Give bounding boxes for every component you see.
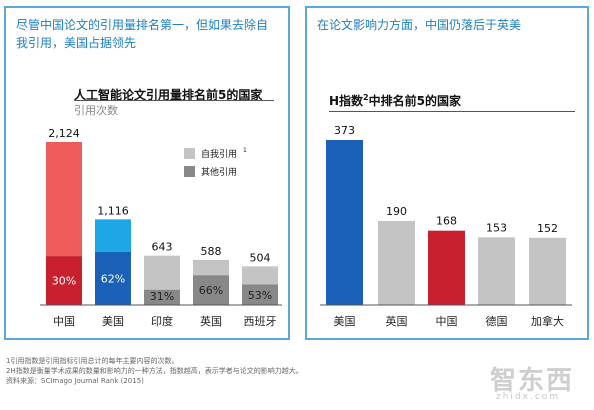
h-index-category-3: 德国 xyxy=(486,314,508,328)
bar-other-2 xyxy=(144,255,180,290)
right-title-rule xyxy=(329,111,575,112)
category-label-1: 美国 xyxy=(102,315,124,328)
footnote-1: 1引用指数是引用指标引用总计的每年主要内容的次数。 xyxy=(6,357,179,365)
total-label-0: 2,124 xyxy=(48,127,80,140)
bar-self-4 xyxy=(242,284,278,305)
h-index-value-4: 152 xyxy=(537,222,558,235)
bar-self-3 xyxy=(193,275,229,305)
self-pct-label-4: 53% xyxy=(248,289,272,302)
right-chart-title-sup: 2 xyxy=(363,93,369,102)
h-index-category-4: 加拿大 xyxy=(531,314,564,328)
total-label-4: 504 xyxy=(250,251,271,264)
h-index-value-0: 373 xyxy=(334,124,355,137)
total-label-3: 588 xyxy=(201,245,222,258)
h-index-bar-2 xyxy=(428,230,465,305)
h-index-category-1: 英国 xyxy=(386,314,408,328)
footnote-2: 2H指数是衡量学术成果的数量和影响力的一种方法，指数越高，表示学者与论文的影响力… xyxy=(6,367,303,375)
left-chart-title: 人工智能论文引用量排名前5的国家 xyxy=(74,88,263,102)
self-pct-label-2: 31% xyxy=(150,290,174,303)
bar-self-1 xyxy=(95,251,131,305)
category-label-0: 中国 xyxy=(53,315,75,328)
right-headline: 在论文影响力方面，中国仍落后于英美 xyxy=(317,18,522,32)
logo-main-text: 智东西 xyxy=(490,366,575,396)
footnote-source: 资料来源：SCImago Journal Rank (2015) xyxy=(6,377,144,385)
h-index-bar-4 xyxy=(529,237,566,305)
total-label-1: 1,116 xyxy=(97,204,129,217)
h-index-category-0: 美国 xyxy=(334,315,356,328)
legend-swatch-self xyxy=(184,148,195,159)
h-index-value-1: 190 xyxy=(386,205,407,218)
bar-self-0 xyxy=(46,256,82,305)
bar-other-3 xyxy=(193,259,229,276)
h-index-bar-3 xyxy=(478,237,515,305)
category-label-4: 西班牙 xyxy=(244,315,277,328)
legend-swatch-other xyxy=(184,166,195,177)
bar-other-4 xyxy=(242,266,278,285)
h-index-value-2: 168 xyxy=(436,215,457,228)
right-chart-title: H指数2中排名前5的国家 xyxy=(329,92,461,109)
h-index-value-3: 153 xyxy=(486,221,507,234)
h-index-bar-1 xyxy=(378,220,415,305)
total-label-2: 643 xyxy=(152,241,173,254)
left-chart-subtitle: 引用次数 xyxy=(74,104,118,117)
left-title-rule xyxy=(74,100,274,101)
right-chart-title-main: H指数 xyxy=(329,94,364,108)
category-label-2: 印度 xyxy=(151,314,173,328)
h-index-bar-0 xyxy=(326,140,363,305)
self-pct-label-0: 30% xyxy=(52,275,76,288)
zhidx-logo: 智东西 zhidx.com xyxy=(490,360,586,406)
legend-label-other: 其他引用 xyxy=(201,166,237,178)
footnotes: 1引用指数是引用指标引用总计的每年主要内容的次数。 2H指数是衡量学术成果的数量… xyxy=(6,356,476,386)
self-pct-label-1: 62% xyxy=(101,272,125,285)
self-pct-label-3: 66% xyxy=(199,284,223,297)
legend-label-self: 自我引用 xyxy=(201,148,237,160)
h-index-category-2: 中国 xyxy=(436,315,458,328)
category-label-3: 英国 xyxy=(200,314,222,328)
right-chart-title-rest: 中排名前5的国家 xyxy=(368,94,461,108)
bar-self-2 xyxy=(144,289,180,305)
left-headline: 尽管中国论文的引用量排名第一，但如果去除自我引用，美国占据领先 xyxy=(16,18,269,50)
legend-sup-self: 1 xyxy=(243,147,247,154)
logo-sub-text: zhidx.com xyxy=(496,392,561,402)
bar-other-0 xyxy=(46,142,82,257)
bar-other-1 xyxy=(95,219,131,252)
